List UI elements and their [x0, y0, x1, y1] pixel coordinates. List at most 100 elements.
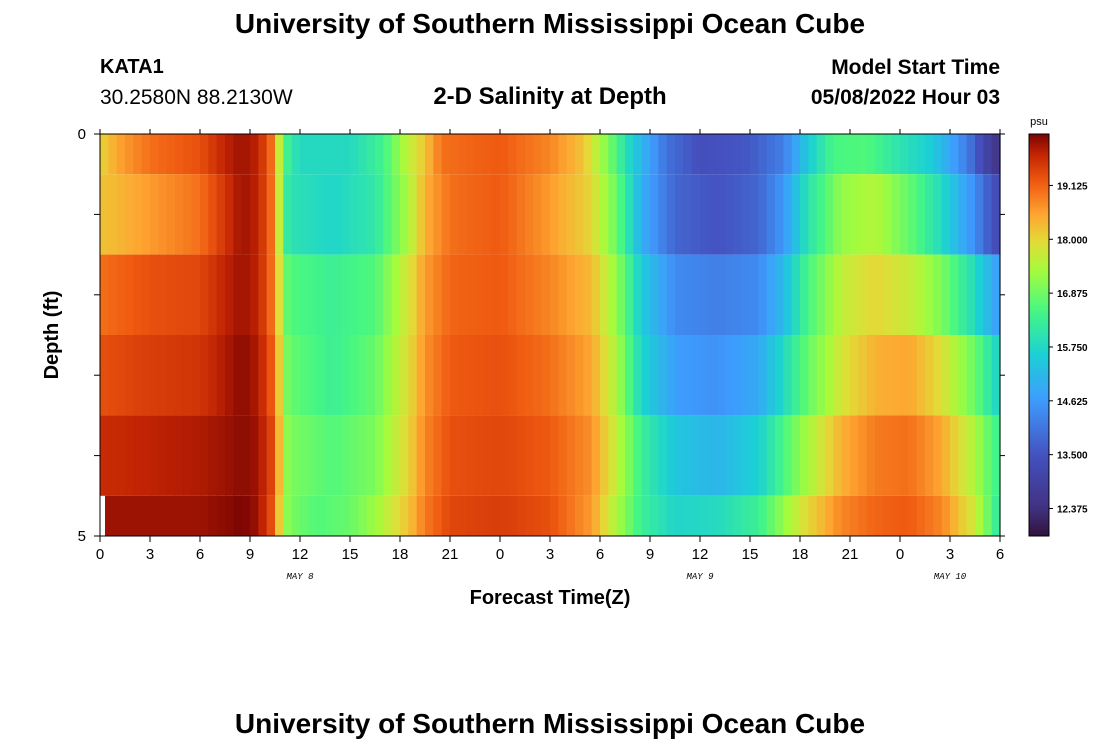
heatmap-cell-layer-3 [783, 335, 793, 416]
heatmap-cell-layer-4 [791, 415, 801, 496]
heatmap-cell-layer-3 [825, 335, 834, 416]
heatmap-cell-layer-1 [591, 174, 601, 255]
heatmap-cell-layer-1 [650, 174, 659, 255]
heatmap-cell-layer-3 [658, 335, 668, 416]
y-tick-label: 5 [78, 528, 86, 545]
heatmap-cell-layer-5 [200, 495, 209, 536]
heatmap-cell-layer-5 [466, 495, 476, 536]
heatmap-cell-layer-4 [275, 415, 284, 496]
heatmap-cell-layer-2 [516, 254, 526, 335]
heatmap-cell-layer-5 [691, 495, 701, 536]
heatmap-cell-layer-1 [958, 174, 968, 255]
heatmap-cell-layer-2 [241, 254, 251, 335]
heatmap-cell-layer-5 [950, 495, 959, 536]
heatmap-cell-layer-0 [941, 134, 951, 175]
heatmap-cell-layer-5 [105, 495, 109, 536]
heatmap-cell-layer-3 [441, 335, 451, 416]
heatmap-cell-layer-1 [575, 174, 584, 255]
heatmap-cell-layer-5 [683, 495, 693, 536]
heatmap-cell-layer-0 [700, 134, 709, 175]
heatmap-cell-layer-5 [708, 495, 718, 536]
heatmap-cell-layer-0 [958, 134, 968, 175]
heatmap-cell-layer-5 [491, 495, 501, 536]
heatmap-cell-layer-1 [125, 174, 134, 255]
heatmap-cell-layer-0 [675, 134, 684, 175]
heatmap-cell-layer-4 [916, 415, 926, 496]
heatmap-cell-layer-2 [300, 254, 309, 335]
heatmap-cell-layer-2 [608, 254, 618, 335]
heatmap-cell-layer-3 [700, 335, 709, 416]
heatmap-cell-layer-3 [858, 335, 868, 416]
heatmap-cell-layer-3 [516, 335, 526, 416]
heatmap-cell-layer-5 [250, 495, 259, 536]
heatmap-cell-layer-4 [925, 415, 934, 496]
heatmap-cell-layer-2 [575, 254, 584, 335]
heatmap-cell-layer-0 [908, 134, 918, 175]
heatmap-cell-layer-1 [358, 174, 368, 255]
heatmap-cell-layer-1 [283, 174, 293, 255]
heatmap-cell-layer-1 [166, 174, 176, 255]
y-axis: 05 [78, 126, 1005, 545]
heatmap-cell-layer-0 [950, 134, 959, 175]
heatmap-cell-layer-3 [866, 335, 876, 416]
heatmap-cell-layer-4 [483, 415, 493, 496]
heatmap-cell-layer-1 [216, 174, 226, 255]
heatmap-cell-layer-3 [150, 335, 159, 416]
heatmap-cell-layer-1 [308, 174, 318, 255]
heatmap-cell-layer-4 [141, 415, 151, 496]
heatmap-cell-layer-3 [800, 335, 809, 416]
heatmap-cell-layer-3 [575, 335, 584, 416]
heatmap-cell-layer-0 [866, 134, 876, 175]
heatmap-cell-layer-0 [425, 134, 434, 175]
x-tick-label: 9 [246, 546, 254, 563]
heatmap-cell-layer-4 [233, 415, 243, 496]
heatmap-cell-layer-0 [441, 134, 451, 175]
heatmap-cell-layer-0 [583, 134, 593, 175]
heatmap-cell-layer-4 [333, 415, 343, 496]
heatmap-cell-layer-4 [666, 415, 676, 496]
heatmap-cell-layer-2 [641, 254, 651, 335]
heatmap-cell-layer-1 [383, 174, 393, 255]
heatmap-cell-layer-4 [500, 415, 509, 496]
heatmap-cell-layer-1 [675, 174, 684, 255]
heatmap-cell-layer-2 [925, 254, 934, 335]
heatmap-cell-layer-2 [225, 254, 234, 335]
heatmap-cell-layer-2 [866, 254, 876, 335]
heatmap-cell-layer-0 [283, 134, 293, 175]
heatmap-cell-layer-5 [716, 495, 726, 536]
heatmap-cell-layer-2 [733, 254, 743, 335]
heatmap-cell-layer-4 [433, 415, 443, 496]
heatmap-cell-layer-2 [525, 254, 534, 335]
heatmap-cell-layer-2 [883, 254, 893, 335]
x-tick-label: 0 [496, 546, 504, 563]
heatmap-cell-layer-1 [833, 174, 843, 255]
heatmap-cell-layer-1 [316, 174, 326, 255]
heatmap-cell-layer-0 [491, 134, 501, 175]
x-tick-label: 6 [996, 546, 1004, 563]
heatmap-cell-layer-4 [641, 415, 651, 496]
heatmap-cell-layer-3 [533, 335, 543, 416]
heatmap-cell-layer-3 [775, 335, 784, 416]
heatmap-cell-layer-5 [458, 495, 468, 536]
heatmap-cell-layer-2 [625, 254, 634, 335]
heatmap-cell-layer-2 [666, 254, 676, 335]
heatmap-cell-layer-2 [100, 254, 109, 335]
heatmap-cell-layer-1 [700, 174, 709, 255]
heatmap-cell-layer-0 [725, 134, 734, 175]
heatmap-cell-layer-0 [591, 134, 601, 175]
heatmap-cell-layer-4 [133, 415, 143, 496]
heatmap-cell-layer-4 [325, 415, 334, 496]
heatmap-cell-layer-4 [558, 415, 568, 496]
heatmap-cell-layer-5 [366, 495, 376, 536]
heatmap-cell-layer-0 [150, 134, 159, 175]
heatmap-cell-layer-3 [316, 335, 326, 416]
heatmap-cell-layer-2 [116, 254, 126, 335]
heatmap-cell-layer-1 [808, 174, 818, 255]
heatmap-cell-layer-2 [658, 254, 668, 335]
heatmap-cell-layer-3 [241, 335, 251, 416]
heatmap-cell-layer-3 [916, 335, 926, 416]
heatmap-cell-layer-4 [658, 415, 668, 496]
heatmap-cell-layer-4 [125, 415, 134, 496]
x-tick-label: 3 [546, 546, 554, 563]
heatmap-cell-layer-3 [966, 335, 976, 416]
